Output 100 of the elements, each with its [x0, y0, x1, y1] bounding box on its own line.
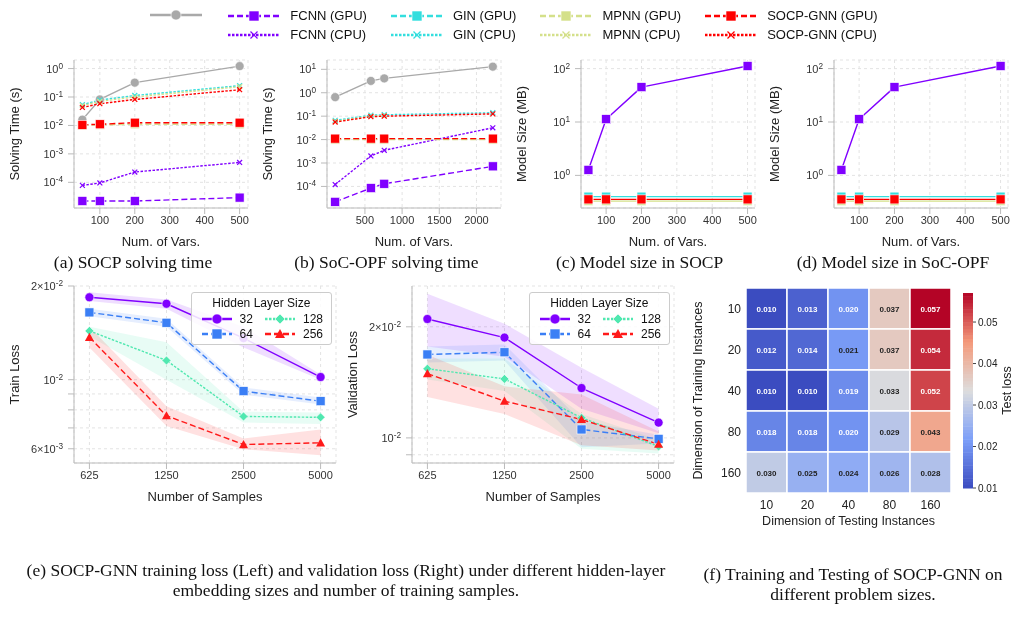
legend-label: 64	[577, 327, 591, 341]
legend-label: GIN (CPU)	[452, 27, 516, 42]
y-tick-label: 10$^{-1}$	[296, 108, 317, 123]
y-tick-label: 10$^{-3}$	[43, 146, 64, 160]
y-axis-title: Model Size (MB)	[766, 85, 782, 183]
x-axis-title: Number of Samples	[485, 489, 601, 504]
data-label: 0.025	[797, 468, 819, 478]
y-tick-label: 10$^{0}$	[299, 85, 317, 99]
x-tick-label: 500	[356, 213, 375, 226]
y-tick-label: 10$^{-4}$	[43, 174, 64, 189]
x-tick-label: 40	[841, 498, 856, 512]
x-tick-label: 2000	[464, 213, 490, 226]
color-bar-label: 0.02	[978, 441, 998, 453]
data-label: 0.018	[797, 427, 819, 437]
x-tick-label: 200	[125, 213, 144, 226]
data-label: 0.020	[838, 304, 860, 314]
y-tick-label: 2×10$^{-2}$	[368, 319, 402, 333]
y-tick-label: 10$^{-4}$	[296, 178, 317, 193]
x-tick-label: 100	[90, 213, 110, 226]
data-label: 0.010	[756, 386, 778, 396]
y-tick-label: 40	[727, 383, 742, 398]
data-label: 0.043	[920, 427, 942, 437]
x-tick-label: 500	[991, 213, 1010, 226]
x-axis-title: Num. of Vars.	[881, 234, 961, 249]
x-tick-label: 5000	[646, 468, 671, 481]
data-label: 0.029	[879, 427, 901, 437]
data-label: 0.014	[797, 345, 819, 355]
y-tick-label: 10$^{2}$	[806, 61, 824, 75]
x-tick-label: 625	[418, 468, 437, 481]
text: (f) Training and Testing of SOCP-GNN on different problem sizes.	[702, 564, 1004, 604]
x-tick-label: 5000	[308, 468, 333, 481]
data-label: 0.028	[920, 468, 942, 478]
legend-label: SOCP-GNN (CPU)	[767, 27, 877, 42]
x-tick-label: 1250	[154, 468, 179, 481]
data-label: 0.019	[838, 386, 860, 396]
legend-label: SOCP-GNN (GPU)	[767, 8, 878, 23]
y-tick-label: 10$^{0}$	[806, 167, 824, 182]
y-tick-label: 6×10$^{-3}$	[30, 441, 64, 455]
x-tick-label: 500	[230, 213, 249, 226]
y-tick-label: 10$^{-2}$	[43, 117, 64, 132]
color-bar-label: 0.04	[978, 358, 998, 370]
data-label: 0.052	[920, 386, 942, 396]
legend-label: GIN (GPU)	[452, 8, 517, 23]
x-tick-label: 100	[596, 213, 615, 226]
legend-title: Hidden Layer Size	[549, 296, 650, 310]
x-tick-label: 300	[160, 213, 179, 226]
y-tick-label: 10$^{-2}$	[381, 430, 402, 444]
data-label: 0.037	[879, 304, 901, 314]
data-label: 0.054	[920, 345, 942, 355]
x-axis-title: Number of Samples	[147, 489, 263, 504]
x-tick-label: 625	[80, 468, 99, 481]
data-label: 0.013	[797, 304, 819, 314]
color-bar-label: 0.05	[978, 316, 998, 328]
legend-title: Hidden Layer Size	[211, 296, 312, 310]
x-axis-title: Num. of Vars.	[375, 234, 454, 249]
y-tick-label: 80	[727, 424, 742, 439]
x-axis-title: Dimension of Testing Instances	[762, 514, 935, 528]
x-tick-label: 1500	[427, 213, 452, 226]
data-label: 0.026	[879, 468, 901, 478]
color-bar-title: Test loss	[1000, 366, 1014, 415]
y-tick-label: 10$^{1}$	[806, 114, 824, 128]
data-label: 0.030	[756, 468, 778, 478]
y-tick-label: 10$^{1}$	[299, 61, 317, 76]
y-axis-title: Train Loss	[6, 343, 22, 405]
legend-label: MPNN (GPU)	[602, 8, 682, 23]
y-tick-label: 20	[727, 342, 742, 357]
text: (c) Model size in SOCP	[555, 252, 725, 272]
color-bar-label: 0.01	[978, 482, 998, 494]
color-bar-label: 0.03	[978, 399, 998, 411]
legend-label: 128	[302, 312, 323, 326]
text: (a) SOCP solving time	[52, 252, 214, 272]
text: (d) Model size in SoC-OPF	[795, 252, 991, 272]
y-axis-title: Dimension of Training Instances	[691, 301, 705, 480]
y-tick-label: 10$^{-1}$	[43, 89, 64, 103]
legend-label: FCNN (GPU)	[290, 8, 367, 23]
x-tick-label: 200	[885, 213, 904, 226]
data-label: 0.033	[879, 386, 901, 396]
data-label: 0.024	[838, 468, 860, 478]
y-tick-label: 10$^{0}$	[552, 167, 571, 182]
y-axis-title: Validation Loss	[344, 330, 360, 419]
y-tick-label: 10$^{-2}$	[296, 132, 317, 146]
y-axis-title: Model Size (MB)	[513, 85, 529, 183]
x-tick-label: 400	[702, 213, 722, 226]
x-tick-label: 1250	[492, 468, 517, 481]
legend-label: MPNN (CPU)	[602, 27, 681, 42]
text: (b) SoC-OPF solving time	[293, 252, 480, 272]
legend-label: 32	[577, 312, 591, 326]
legend-label: FCNN (CPU)	[290, 27, 367, 42]
data-label: 0.037	[879, 345, 901, 355]
y-tick-label: 10$^{1}$	[552, 114, 571, 128]
data-label: 0.021	[838, 345, 860, 355]
y-tick-label: 10	[727, 301, 742, 316]
y-tick-label: 10$^{-3}$	[296, 155, 317, 170]
y-tick-label: 10$^{-2}$	[43, 372, 64, 386]
data-label: 0.018	[756, 427, 778, 437]
x-tick-label: 80	[882, 498, 897, 512]
x-tick-label: 400	[195, 213, 214, 226]
y-tick-label: 10$^{2}$	[552, 61, 571, 75]
x-tick-label: 10	[759, 498, 774, 512]
x-tick-label: 160	[920, 498, 941, 512]
